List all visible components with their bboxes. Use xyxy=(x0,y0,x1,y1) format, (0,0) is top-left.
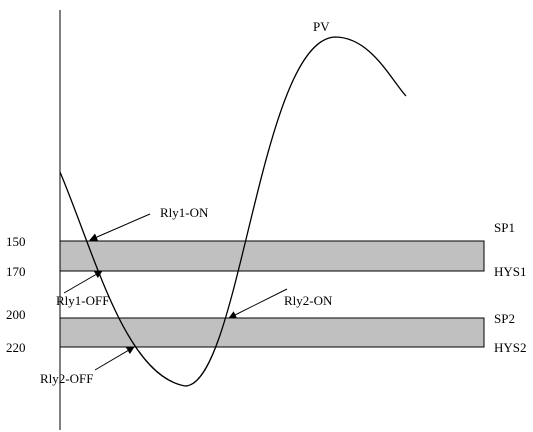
pv-label: PV xyxy=(313,19,330,34)
band-label-sp1: SP1 xyxy=(494,220,515,235)
arrow-rly2-on xyxy=(228,288,288,319)
band-label-hys1: HYS1 xyxy=(494,264,527,279)
arrow-rly1-off xyxy=(63,270,103,294)
level-value-sp1: 150 xyxy=(6,234,26,249)
annotation-rly1-off: Rly1-OFF xyxy=(56,293,109,308)
band-sp1-hys1 xyxy=(59,240,485,272)
level-value-sp2: 200 xyxy=(6,307,26,322)
annotation-rly2-off: Rly2-OFF xyxy=(40,371,93,386)
band-label-hys2: HYS2 xyxy=(494,340,527,355)
band-sp2-hys2 xyxy=(59,317,485,348)
arrow-rly2-off xyxy=(94,346,135,371)
annotation-rly1-on: Rly1-ON xyxy=(160,205,209,220)
annotation-rly2-on: Rly2-ON xyxy=(284,293,333,308)
level-value-hys1: 170 xyxy=(6,264,26,279)
pv-curve xyxy=(59,36,407,387)
level-value-hys2: 220 xyxy=(6,340,26,355)
arrow-rly1-on xyxy=(89,213,151,241)
band-label-sp2: SP2 xyxy=(494,311,515,326)
